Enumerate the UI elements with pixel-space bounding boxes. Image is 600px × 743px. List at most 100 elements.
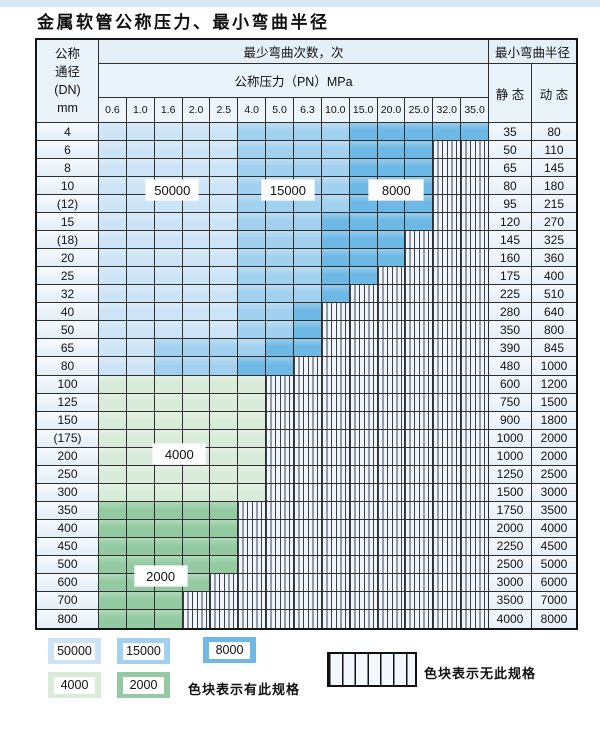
no-spec-cell <box>238 591 267 610</box>
spec-cell <box>238 411 267 430</box>
spec-cell <box>210 519 239 538</box>
no-spec-cell <box>294 555 322 574</box>
no-spec-cell <box>349 609 378 628</box>
dn-label: 600 <box>37 573 99 592</box>
no-spec-cell <box>461 573 489 592</box>
no-spec-cell <box>433 375 462 394</box>
static-value: 145 <box>489 231 532 250</box>
no-spec-cell <box>238 519 267 538</box>
no-spec-cell <box>266 429 294 448</box>
spec-cell <box>210 465 239 484</box>
no-spec-cell <box>266 591 294 610</box>
no-spec-cell <box>433 501 462 520</box>
no-spec-cell <box>461 429 489 448</box>
pressure-tick: 2.5 <box>210 98 239 123</box>
spec-cell <box>126 465 155 484</box>
no-spec-cell <box>461 321 489 340</box>
no-spec-cell <box>461 411 489 430</box>
spec-cell <box>126 159 155 178</box>
pressure-tick: 2.0 <box>182 98 211 123</box>
no-spec-cell <box>433 213 462 232</box>
no-spec-cell <box>294 483 322 502</box>
spec-cell <box>349 123 378 142</box>
static-value: 1250 <box>489 465 532 484</box>
static-value: 35 <box>489 123 532 142</box>
spec-cell <box>126 483 155 502</box>
pressure-tick: 6.3 <box>294 98 322 123</box>
spec-cell <box>321 123 350 142</box>
spec-cell <box>126 429 155 448</box>
spec-cell <box>182 393 211 412</box>
spec-cell <box>266 321 294 340</box>
no-spec-cell <box>349 537 378 556</box>
no-spec-cell <box>321 465 350 484</box>
no-spec-cell <box>433 393 462 412</box>
dn-header: 公称 通径 (DN) mm <box>37 40 99 123</box>
dn-label: 32 <box>37 285 99 304</box>
spec-cell <box>210 321 239 340</box>
no-spec-cell <box>266 465 294 484</box>
spec-cell <box>182 321 211 340</box>
no-spec-cell <box>461 177 489 196</box>
no-spec-cell <box>433 555 462 574</box>
spec-cell <box>266 285 294 304</box>
no-spec-cell <box>238 573 267 592</box>
dn-label: 100 <box>37 375 99 394</box>
legend-swatch-15000: 15000 <box>117 638 170 664</box>
spec-cell <box>154 519 183 538</box>
no-spec-cell <box>321 357 350 376</box>
spec-cell <box>349 213 378 232</box>
spec-cell <box>126 357 155 376</box>
spec-cell <box>294 339 322 358</box>
spec-cell <box>126 123 155 142</box>
spec-cell <box>154 123 183 142</box>
no-spec-cell <box>294 375 322 394</box>
dynamic-value: 7000 <box>532 591 576 610</box>
no-spec-cell <box>377 609 406 628</box>
spec-cell <box>182 573 211 592</box>
no-spec-cell <box>461 555 489 574</box>
spec-cell <box>377 159 406 178</box>
dn-label: 65 <box>37 339 99 358</box>
dynamic-value: 1500 <box>532 393 576 412</box>
no-spec-cell <box>349 591 378 610</box>
spec-cell <box>154 267 183 286</box>
static-value: 750 <box>489 393 532 412</box>
dn-label: 150 <box>37 411 99 430</box>
no-spec-cell <box>377 285 406 304</box>
no-spec-cell <box>433 231 462 250</box>
no-spec-cell <box>349 411 378 430</box>
no-spec-cell <box>461 195 489 214</box>
no-spec-cell <box>377 357 406 376</box>
no-spec-cell <box>321 573 350 592</box>
spec-cell <box>238 213 267 232</box>
no-spec-cell <box>405 537 434 556</box>
no-spec-cell <box>405 447 434 466</box>
dynamic-value: 80 <box>532 123 576 142</box>
spec-cell <box>182 465 211 484</box>
spec-cell <box>99 447 127 466</box>
cycles-header: 最少弯曲次数，次 <box>99 40 489 64</box>
spec-cell <box>321 195 350 214</box>
no-spec-cell <box>266 519 294 538</box>
spec-cell <box>182 123 211 142</box>
static-value: 350 <box>489 321 532 340</box>
spec-cell <box>210 483 239 502</box>
spec-cell <box>126 249 155 268</box>
no-spec-cell <box>294 537 322 556</box>
no-spec-cell <box>377 321 406 340</box>
no-spec-cell <box>405 609 434 628</box>
spec-cell <box>154 303 183 322</box>
static-value: 175 <box>489 267 532 286</box>
no-spec-cell <box>349 501 378 520</box>
spec-cell <box>154 411 183 430</box>
dn-label: 40 <box>37 303 99 322</box>
dn-label: 4 <box>37 123 99 142</box>
pressure-tick: 5.0 <box>266 98 294 123</box>
page-title: 金属软管公称压力、最小弯曲半径 <box>37 13 330 33</box>
legend-swatch-label: 2000 <box>123 676 164 694</box>
no-spec-cell <box>433 465 462 484</box>
dynamic-value: 3000 <box>532 483 576 502</box>
spec-cell <box>210 213 239 232</box>
spec-cell <box>321 177 350 196</box>
